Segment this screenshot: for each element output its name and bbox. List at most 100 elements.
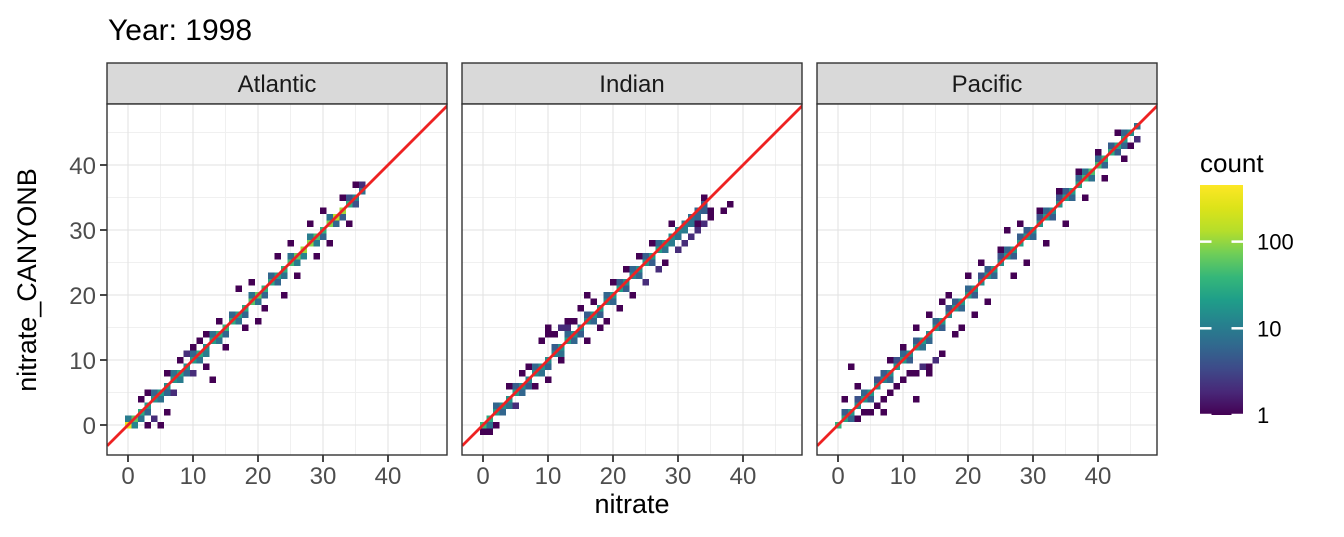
bin-tile bbox=[345, 220, 353, 227]
bin-tile bbox=[951, 298, 959, 305]
bin-tile bbox=[847, 363, 855, 370]
y-tick-label: 40 bbox=[69, 153, 96, 180]
bin-tile bbox=[163, 408, 171, 416]
y-tick-label: 10 bbox=[69, 348, 96, 375]
x-axis-indian: 0 10 20 30 40 bbox=[476, 455, 756, 490]
bin-tile bbox=[880, 395, 887, 403]
bin-tile bbox=[215, 337, 223, 344]
bin-tile bbox=[661, 259, 669, 266]
bin-tile bbox=[131, 421, 138, 429]
bin-tile bbox=[564, 330, 571, 338]
bin-tile bbox=[596, 324, 604, 331]
bin-tile bbox=[176, 356, 184, 364]
panel-border-atlantic bbox=[106, 103, 448, 456]
bin-tile bbox=[544, 324, 552, 331]
bin-tile bbox=[505, 382, 513, 390]
bin-tile bbox=[241, 311, 249, 318]
bin-tile bbox=[202, 363, 210, 370]
bin-tile bbox=[932, 356, 939, 364]
bin-tile bbox=[854, 382, 861, 390]
bin-tile bbox=[1133, 135, 1141, 143]
y-axis-title: nitrate_CANYONB bbox=[12, 168, 42, 392]
x-tick-label: 40 bbox=[730, 463, 757, 490]
bin-tile bbox=[919, 363, 926, 370]
bin-tile bbox=[170, 389, 177, 396]
bin-tile bbox=[163, 389, 171, 396]
bin-tile bbox=[1042, 207, 1050, 214]
bin-tile bbox=[912, 395, 920, 403]
bin-tile bbox=[854, 415, 861, 422]
bin-tile bbox=[700, 220, 708, 227]
bin-tile bbox=[977, 272, 985, 279]
bin-tile bbox=[893, 356, 900, 364]
bin-tile bbox=[854, 395, 861, 403]
bin-tile bbox=[971, 291, 978, 299]
bin-tile bbox=[642, 252, 649, 260]
bin-tile bbox=[938, 324, 946, 331]
bin-tile bbox=[551, 330, 558, 338]
bin-tile bbox=[726, 200, 734, 208]
identity-line bbox=[107, 104, 447, 447]
facet-strip-atlantic bbox=[106, 62, 448, 105]
legend: count 100 10 1 bbox=[1200, 148, 1294, 428]
bin-tile bbox=[512, 402, 519, 409]
bin-tile bbox=[505, 402, 513, 409]
bin-tile bbox=[189, 350, 197, 357]
x-tick-label: 0 bbox=[831, 463, 844, 490]
bin-tile bbox=[1075, 174, 1082, 182]
bin-tile bbox=[544, 376, 552, 383]
bin-tile bbox=[603, 291, 610, 299]
bin-tile bbox=[997, 252, 1004, 260]
bin-tile bbox=[880, 408, 887, 416]
bin-tile bbox=[925, 363, 933, 370]
bin-tile bbox=[261, 291, 268, 299]
bin-tile bbox=[886, 376, 894, 383]
bin-tile bbox=[655, 239, 662, 247]
bin-tile bbox=[577, 304, 584, 312]
bin-tile bbox=[674, 233, 682, 240]
bin-tile bbox=[707, 213, 714, 221]
bin-tile bbox=[694, 220, 701, 227]
bin-tile bbox=[163, 369, 171, 377]
y-tick-label: 30 bbox=[69, 218, 96, 245]
bin-tile bbox=[899, 376, 907, 383]
bin-tile bbox=[326, 213, 333, 221]
bin-tile bbox=[150, 415, 158, 422]
bin-tile bbox=[971, 311, 978, 318]
bin-tile bbox=[642, 278, 649, 286]
legend-tick-group: 100 10 1 bbox=[1200, 230, 1294, 428]
bin-tile bbox=[235, 285, 242, 292]
bin-tile bbox=[1068, 194, 1076, 201]
bin-tile bbox=[1003, 246, 1011, 253]
bin-tile bbox=[274, 278, 281, 286]
bin-tile bbox=[1114, 148, 1121, 156]
bin-tile bbox=[551, 343, 558, 351]
legend-tick-label: 1 bbox=[1257, 403, 1269, 428]
bin-tile bbox=[293, 259, 301, 266]
bin-tile bbox=[189, 343, 197, 351]
bin-tile bbox=[248, 278, 255, 286]
facet-strip-indian bbox=[461, 62, 803, 105]
bin-tile bbox=[570, 317, 578, 325]
bin-tile bbox=[958, 304, 965, 312]
bin-tile bbox=[274, 252, 281, 260]
plot-title: Year: 1998 bbox=[108, 14, 252, 47]
bin-tile bbox=[525, 382, 532, 390]
strip-label-indian: Indian bbox=[599, 71, 664, 98]
bin-tile bbox=[984, 298, 991, 305]
bin-tile bbox=[202, 350, 210, 357]
bin-tile bbox=[557, 356, 565, 364]
bin-tile bbox=[648, 259, 656, 266]
bin-tile bbox=[570, 337, 578, 344]
bin-tile bbox=[925, 337, 933, 344]
legend-tick-label: 100 bbox=[1257, 230, 1294, 255]
bin-tile bbox=[616, 278, 623, 286]
bin-tile bbox=[1120, 129, 1128, 136]
bin-tile bbox=[176, 376, 184, 383]
panel-pacific bbox=[817, 104, 1157, 455]
bin-tile bbox=[287, 239, 294, 247]
bin-tile bbox=[1120, 155, 1128, 162]
y-axis: 0 10 20 30 40 bbox=[69, 153, 107, 440]
x-tick-label: 20 bbox=[245, 463, 272, 490]
bin-tile bbox=[352, 181, 359, 188]
